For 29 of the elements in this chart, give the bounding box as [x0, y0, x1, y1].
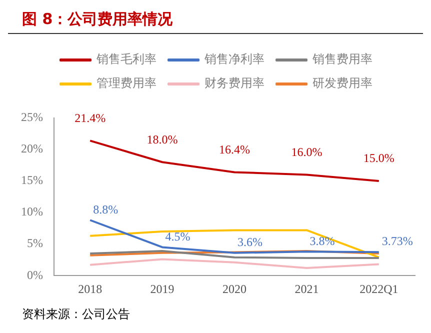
x-tick-label: 2020	[222, 282, 246, 296]
data-label: 18.0%	[146, 132, 178, 146]
x-tick-label: 2018	[78, 282, 102, 296]
chart-title: 图 8：公司费用率情况	[8, 8, 423, 34]
x-tick-label: 2021	[294, 282, 319, 296]
data-label: 3.8%	[310, 234, 335, 248]
y-tick-label: 20%	[20, 142, 43, 156]
data-label: 4.5%	[165, 229, 190, 244]
legend-label: 销售费用率	[312, 52, 372, 66]
x-tick-label: 2019	[150, 282, 174, 296]
data-label: 15.0%	[363, 151, 394, 166]
x-tick-label: 2022Q1	[360, 282, 398, 296]
legend-label: 销售净利率	[204, 52, 264, 66]
y-tick-label: 10%	[20, 204, 43, 219]
data-label: 3.6%	[238, 235, 262, 250]
data-label: 16.0%	[291, 144, 322, 159]
data-label: 21.4%	[74, 110, 106, 125]
y-tick-label: 15%	[20, 173, 43, 188]
legend-label: 研发费用率	[312, 76, 372, 90]
legend-label: 管理费用率	[96, 76, 156, 90]
y-tick-label: 5%	[26, 236, 43, 250]
data-label: 8.8%	[93, 202, 118, 216]
data-label: 16.4%	[219, 142, 250, 156]
text: 资料来源：公司公告	[21, 306, 131, 323]
legend-label: 财务费用率	[204, 76, 264, 90]
y-tick-label: 25%	[20, 110, 43, 124]
y-tick-label: 0%	[26, 268, 43, 282]
data-label: 3.73%	[382, 234, 413, 248]
legend-label: 销售毛利率	[96, 52, 156, 66]
